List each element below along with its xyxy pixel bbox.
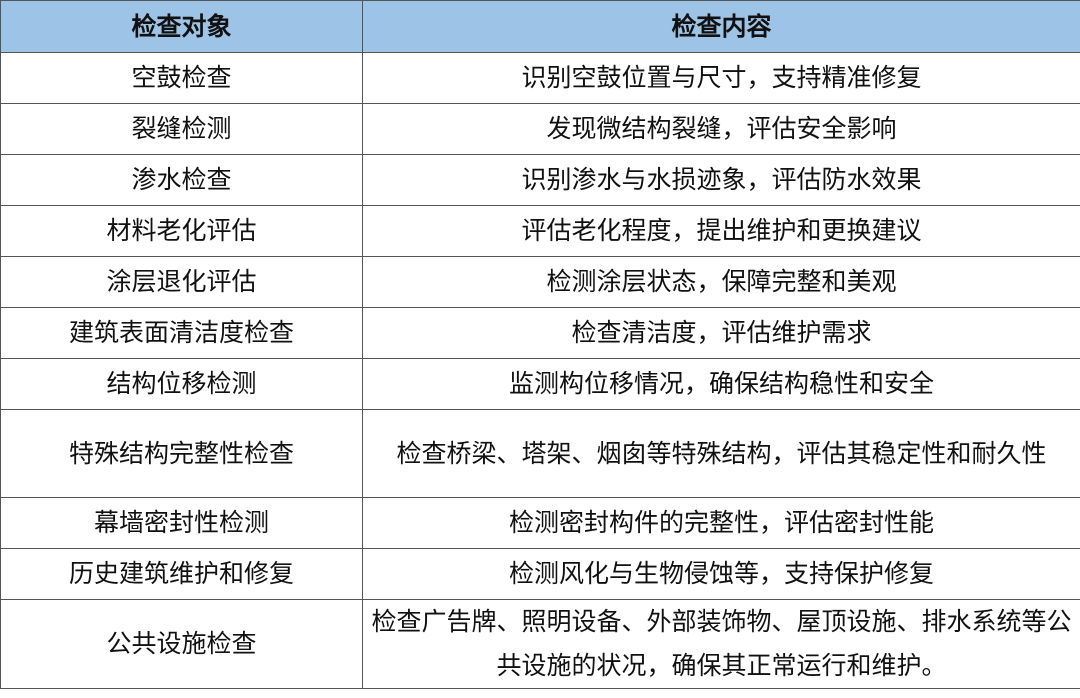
cell-inspection-content: 检测涂层状态，保障完整和美观	[362, 256, 1080, 308]
cell-inspection-object: 涂层退化评估	[0, 256, 363, 308]
table-row: 结构位移检测 监测构位移情况，确保结构稳性和安全	[0, 358, 1080, 410]
cell-inspection-object: 结构位移检测	[0, 358, 363, 410]
table-row: 材料老化评估 评估老化程度，提出维护和更换建议	[0, 205, 1080, 257]
cell-inspection-object: 裂缝检测	[0, 103, 363, 155]
cell-inspection-content: 识别渗水与水损迹象，评估防水效果	[362, 154, 1080, 206]
table-row: 特殊结构完整性检查 检查桥梁、塔架、烟囱等特殊结构，评估其稳定性和耐久性	[0, 409, 1080, 498]
cell-inspection-object: 历史建筑维护和修复	[0, 548, 363, 600]
cell-inspection-content: 发现微结构裂缝，评估安全影响	[362, 103, 1080, 155]
cell-inspection-content: 检查广告牌、照明设备、外部装饰物、屋顶设施、排水系统等公共设施的状况，确保其正常…	[362, 599, 1080, 689]
table-row: 公共设施检查 检查广告牌、照明设备、外部装饰物、屋顶设施、排水系统等公共设施的状况…	[0, 599, 1080, 689]
cell-inspection-object: 空鼓检查	[0, 52, 363, 104]
cell-inspection-object: 建筑表面清洁度检查	[0, 307, 363, 359]
table-row: 幕墙密封性检测 检测密封构件的完整性，评估密封性能	[0, 497, 1080, 549]
cell-inspection-object: 特殊结构完整性检查	[0, 409, 363, 498]
cell-inspection-content: 检查清洁度，评估维护需求	[362, 307, 1080, 359]
table-row: 建筑表面清洁度检查 检查清洁度，评估维护需求	[0, 307, 1080, 359]
cell-inspection-content: 检测风化与生物侵蚀等，支持保护修复	[362, 548, 1080, 600]
table-row: 历史建筑维护和修复 检测风化与生物侵蚀等，支持保护修复	[0, 548, 1080, 600]
header-inspection-content: 检查内容	[362, 0, 1080, 53]
cell-inspection-content: 检测密封构件的完整性，评估密封性能	[362, 497, 1080, 549]
cell-inspection-content: 监测构位移情况，确保结构稳性和安全	[362, 358, 1080, 410]
table-header-row: 检查对象 检查内容	[0, 0, 1080, 53]
header-inspection-object: 检查对象	[0, 0, 363, 53]
table-row: 渗水检查 识别渗水与水损迹象，评估防水效果	[0, 154, 1080, 206]
table-row: 裂缝检测 发现微结构裂缝，评估安全影响	[0, 103, 1080, 155]
cell-inspection-object: 渗水检查	[0, 154, 363, 206]
table-row: 涂层退化评估 检测涂层状态，保障完整和美观	[0, 256, 1080, 308]
cell-inspection-object: 材料老化评估	[0, 205, 363, 257]
cell-inspection-object: 公共设施检查	[0, 599, 363, 689]
cell-inspection-content: 评估老化程度，提出维护和更换建议	[362, 205, 1080, 257]
cell-inspection-content: 检查桥梁、塔架、烟囱等特殊结构，评估其稳定性和耐久性	[362, 409, 1080, 498]
table-row: 空鼓检查 识别空鼓位置与尺寸，支持精准修复	[0, 52, 1080, 104]
cell-inspection-object: 幕墙密封性检测	[0, 497, 363, 549]
cell-inspection-content: 识别空鼓位置与尺寸，支持精准修复	[362, 52, 1080, 104]
